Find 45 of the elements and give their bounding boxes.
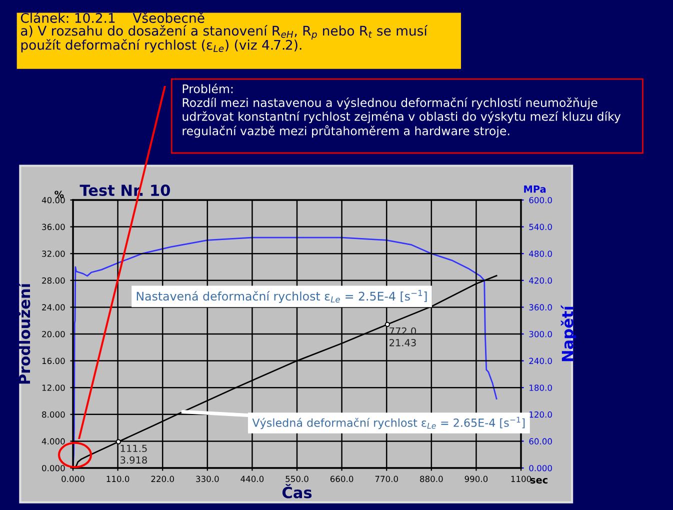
y-tick-label: 24.00 [42,304,65,310]
y2-tick-label: 0.000 [529,464,552,472]
x-tick-label: 550.0 [286,476,308,482]
y-tick-label: 28.00 [42,277,65,284]
y-tick-label: 32.00 [42,250,65,257]
text: MPa [524,186,546,193]
text: Článek: 10.2.1 Všeobecně a) V rozsahu do dosažení a stanovení R$_{eH}$, R$_{p}$ nebo R$_{t}$ se musí použít deformační rychlost (ε$_{Le}$) (viz 4.7.2). [20,10,428,52]
x-tick-label: 220.0 [151,476,174,482]
x-tick-label: 770.0 [375,476,398,482]
text: Problém: Rozdíl mezi nastavenou a výslednou deformační rychlostí neumožňuje udržovat konstantní rychlost zejména v oblasti do výskytu mezí kluzu díky regulační vazbě mezi průtahoměrem a hardware stroje. [182,84,621,138]
y-tick-label: 8.000 [42,411,65,418]
x-tick-label: 330.0 [196,476,219,482]
y-tick-label: 16.00 [42,358,65,364]
y2-tick-label: 360.0 [529,304,552,310]
annotation: Nastavená deformační rychlost ε$_{Le}$ = 2.5E-4 [s$^{−1}$] [136,290,427,303]
text: sec [530,478,548,484]
y2-tick-label: 180.0 [530,384,552,391]
x-tick-label: 440.0 [240,476,264,482]
annotation: Výsledná deformační rychlost ε$_{Le}$ = 2.65E-4 [s$^{−1}$] [252,416,525,430]
y-tick-label: 12.00 [42,384,65,391]
y2-tick-label: 60.00 [529,438,552,444]
y2-tick-label: 480.0 [529,250,552,257]
y-tick-label: 4.000 [42,438,65,444]
annotation: 772.0 21.43 [390,327,416,346]
text: % [54,190,64,198]
y-axis-title: Prodloužení [18,282,30,384]
x-axis-title: Čas [282,484,312,498]
y-tick-label: 40.00 [42,196,65,204]
y-tick-label: 0.000 [42,464,65,472]
y2-tick-label: 540.0 [529,224,552,230]
y2-tick-label: 120.0 [530,411,552,418]
x-tick-label: 1100 [511,476,532,482]
annotation: 111.5 3.918 [120,444,147,464]
x-tick-label: 880.0 [420,476,443,482]
x-tick-label: 660.0 [330,476,354,482]
x-tick-label: 990.0 [464,476,488,482]
x-tick-label: 110.0 [106,476,130,482]
y2-tick-label: 420.0 [529,277,552,284]
y-tick-label: 20.00 [42,330,65,338]
y2-axis-title: Napětí [560,304,576,362]
y2-tick-label: 240.0 [529,358,552,364]
x-tick-label: 0.000 [62,476,84,482]
y2-tick-label: 600.0 [529,196,552,204]
y-tick-label: 36.00 [42,224,65,230]
y2-tick-label: 300.0 [529,330,552,338]
